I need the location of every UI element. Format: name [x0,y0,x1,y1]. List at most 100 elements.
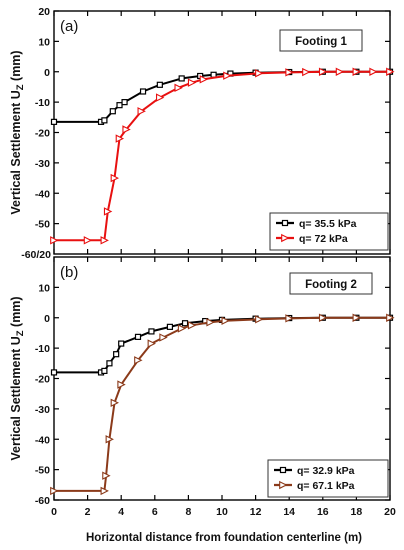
data-point [386,313,395,322]
y-tick-label: -40 [35,188,50,200]
data-point [166,323,174,330]
x-tick-label: 8 [185,506,191,518]
y-tick-label: -20 [35,128,50,140]
y-tick-label: -30 [35,158,50,170]
data-point [117,380,126,389]
panel-label-b: (b) [60,264,78,281]
legend-marker [281,219,289,227]
data-point [352,67,361,76]
data-point [255,69,264,78]
data-point [159,333,168,342]
data-point [106,360,113,367]
y-axis-label-b: Vertical Settlement UZ (mm) [9,296,26,460]
data-point [187,321,197,330]
data-point [174,83,183,93]
legend-items-a: q= 35.5 kPa q= 72 kPa [276,218,357,245]
y-tick-label: 20 [38,6,50,18]
legend-label: q= 72 kPa [299,233,348,245]
x-tick-label: 6 [152,506,158,518]
data-point [199,75,209,84]
data-point [206,318,215,327]
marks-b: 100-10-20-30-40-50-600 2 4 6 8 10 12 14 16 18 20 [35,257,396,518]
chart-panel-a: 20 10 0 -10 -20 -30 -40 -50 (a) Footing 1 q= 35… [35,6,395,255]
data-point [50,236,59,245]
y-axis-label-a-main: Vertical Settlement U [9,90,23,214]
legend-items-b: q= 32.9 kPa q= 67.1 kPa [274,465,355,492]
legend-box-a [269,212,389,251]
legend-box-b [267,459,389,498]
y-tick-label: -50 [35,219,50,231]
title-box-a [279,29,363,52]
legend-label: q= 35.5 kPa [299,218,357,230]
data-point [100,236,109,245]
y-axis-label-b-unit: (mm) [9,296,23,330]
y-tick-label: 10 [38,282,50,294]
data-point [105,435,114,444]
data-point [156,81,163,88]
marks-a: 20 10 0 -10 -20 -30 -40 -50 [35,6,395,254]
chart-title-b: Footing 2 [305,279,357,291]
shared-tick-label: -60/20 [21,249,51,261]
y-tick-label: -10 [35,97,50,109]
legend-label: q= 32.9 kPa [297,465,355,477]
data-point [103,207,113,216]
data-point [352,313,361,322]
title-box-b [289,272,373,295]
legend-marker [279,466,287,474]
legend-marker [279,480,288,490]
data-point [122,125,131,134]
legend-a: q= 35.5 kPa q= 72 kPa [269,212,389,251]
legend-label: q= 67.1 kPa [297,480,355,492]
chart-title-a: Footing 1 [295,36,347,48]
y-tick-label: -40 [35,434,50,446]
legend-marker [281,233,290,243]
data-point [335,67,345,76]
data-point [386,67,395,76]
data-point [134,356,143,365]
data-point [137,107,146,116]
x-tick-label: 10 [216,506,228,518]
series-line-1 [54,316,390,492]
y-tick-label: -30 [35,404,50,416]
y-tick-label: -20 [35,374,50,386]
x-tick-label: 14 [283,506,295,518]
data-point [110,173,120,183]
y-tick-label: 0 [44,313,50,325]
data-point [50,369,58,376]
data-point [181,320,189,327]
x-tick-label: 18 [351,506,363,518]
y-axis-label-b-sub: Z [15,330,26,336]
x-tick-label: 4 [118,506,124,518]
data-point [113,351,120,358]
y-axis-label-a-sub: Z [15,84,26,90]
x-tick-label: 0 [51,506,57,518]
data-point [134,333,142,340]
y-axis-label-a-unit: (mm) [9,50,23,84]
legend-b: q= 32.9 kPa q= 67.1 kPa [267,459,389,498]
y-axis-label-b-main: Vertical Settlement U [9,336,23,460]
y-tick-label: -50 [35,465,50,477]
data-point [121,99,128,106]
data-point [221,316,230,325]
data-point [155,93,165,102]
y-tick-label: -10 [35,343,50,355]
panel-label-a: (a) [60,18,78,35]
data-point [187,78,197,87]
data-point [109,108,116,115]
data-point [318,67,328,76]
data-point [177,324,187,333]
data-point [116,102,123,109]
y-tick-label: 0 [44,67,50,79]
data-point [223,71,232,80]
data-point [139,88,147,95]
data-point [302,67,311,77]
data-point [255,315,264,324]
series-line-0 [54,70,390,123]
x-tick-label: 2 [85,506,91,518]
x-tick-label: 16 [317,506,329,518]
data-point [148,328,155,335]
data-point [50,486,59,496]
x-axis-label: Horizontal distance from foundation cent… [86,532,362,544]
y-tick-label: 10 [38,36,50,48]
data-point [285,314,294,323]
